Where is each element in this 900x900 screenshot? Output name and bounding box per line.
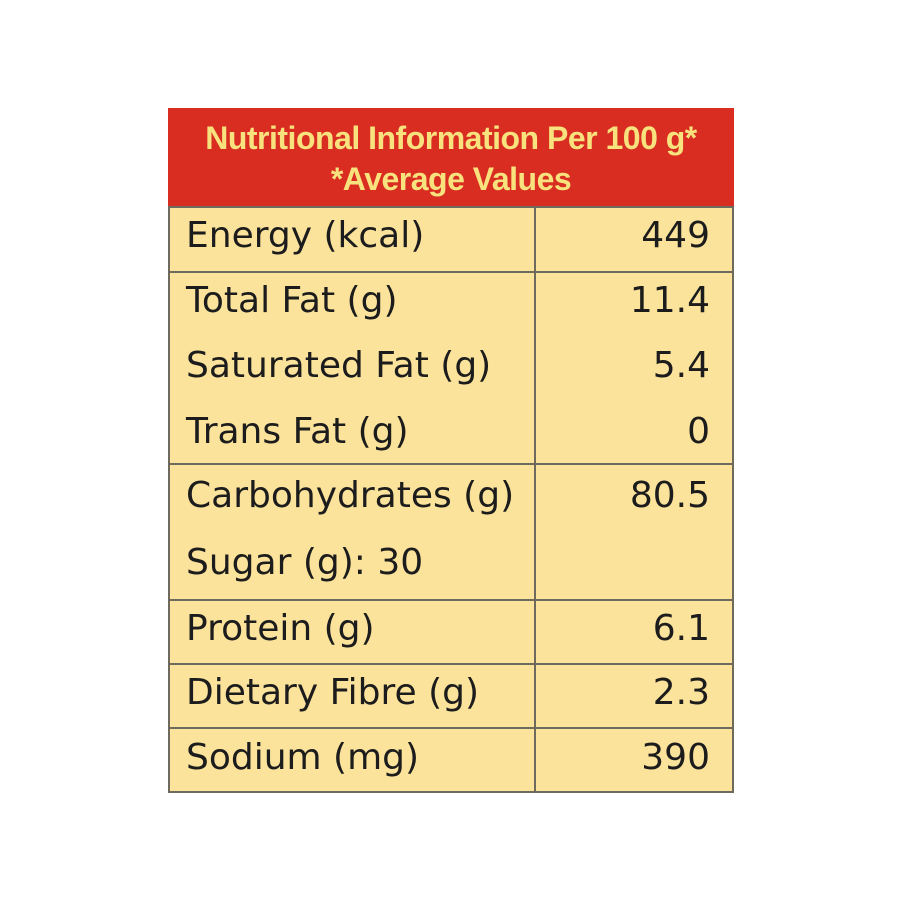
row-divider [170,727,732,729]
column-divider [534,208,536,791]
row-label-carbohydrates: Carbohydrates (g) [186,475,515,516]
row-divider [170,663,732,665]
row-divider [170,463,732,465]
row-divider [170,271,732,273]
row-divider [170,599,732,601]
row-value-dietary-fibre: 2.3 [652,672,710,713]
row-value-total-fat: 11.4 [629,280,710,321]
header-subtitle: *Average Values [330,161,572,197]
row-label-protein: Protein (g) [186,608,375,649]
row-value-protein: 6.1 [652,608,710,649]
nutrition-table: Energy (kcal) 449 Total Fat (g) 11.4 Sat… [168,206,734,793]
row-label-trans-fat: Trans Fat (g) [186,411,409,452]
nutrition-panel: Nutritional Information Per 100 g* *Aver… [168,108,734,793]
row-value-sodium: 390 [641,737,710,778]
row-value-saturated-fat: 5.4 [652,345,710,386]
row-value-trans-fat: 0 [687,411,710,452]
row-label-dietary-fibre: Dietary Fibre (g) [186,672,480,713]
row-label-energy: Energy (kcal) [186,215,425,256]
row-label-sodium: Sodium (mg) [186,737,420,778]
row-label-sugar: Sugar (g): 30 [186,542,424,583]
row-value-energy: 449 [641,215,710,256]
row-label-saturated-fat: Saturated Fat (g) [186,345,492,386]
row-value-carbohydrates: 80.5 [629,475,710,516]
row-label-total-fat: Total Fat (g) [186,280,398,321]
header-title: Nutritional Information Per 100 g* [205,120,697,156]
nutrition-header: Nutritional Information Per 100 g* *Aver… [168,108,734,206]
